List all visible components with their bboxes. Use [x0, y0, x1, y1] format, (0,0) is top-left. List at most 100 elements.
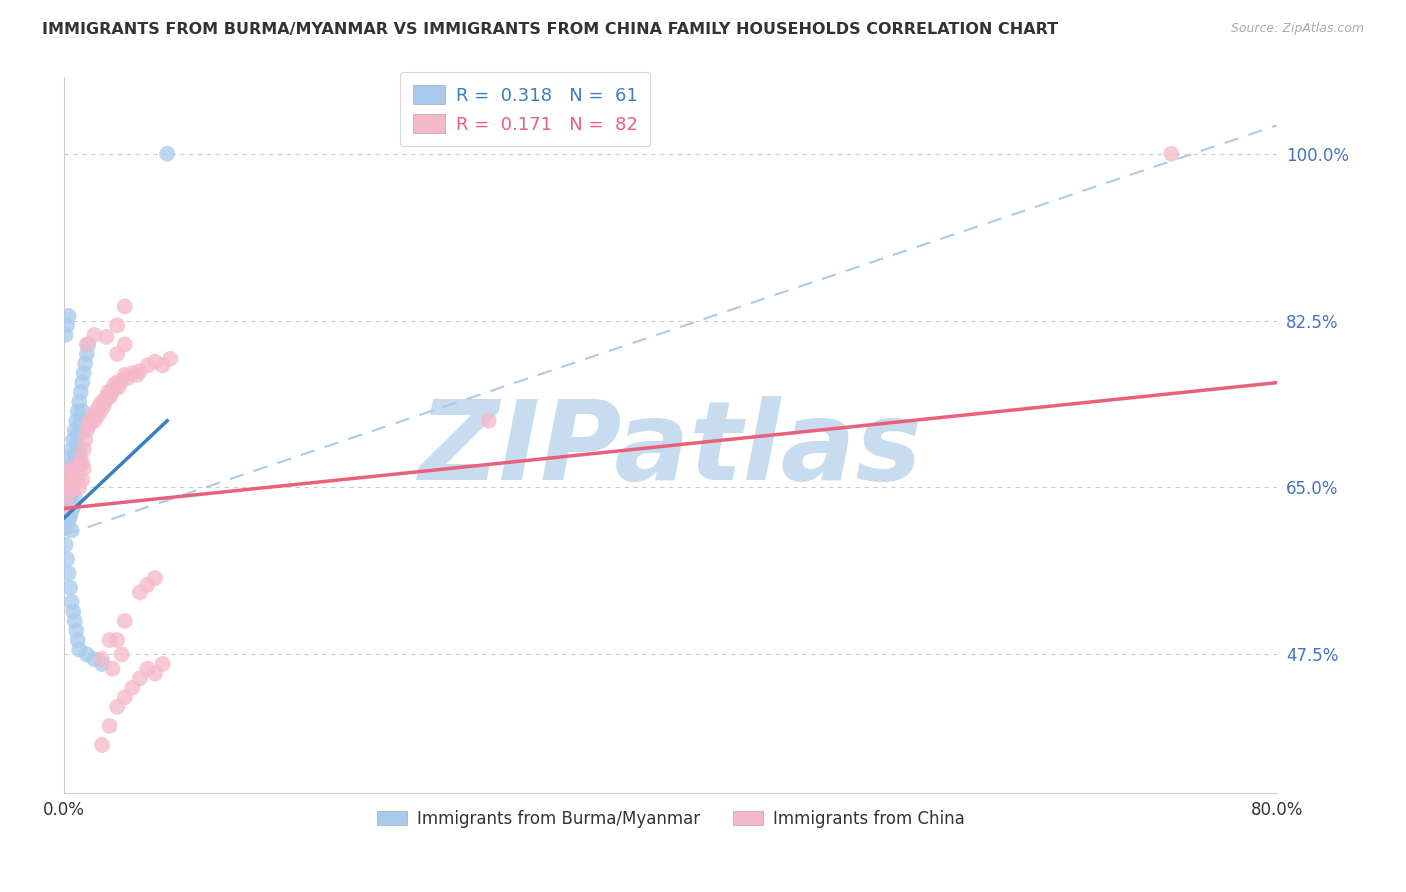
Point — [105, 318, 128, 333]
Point — [69, 414, 91, 428]
Point — [55, 520, 77, 534]
Point — [58, 461, 80, 475]
Point — [91, 394, 114, 409]
Point — [75, 433, 97, 447]
Point — [91, 652, 114, 666]
Point — [128, 585, 150, 599]
Point — [125, 368, 148, 382]
Point — [103, 377, 125, 392]
Point — [107, 380, 129, 394]
Point — [72, 457, 94, 471]
Point — [105, 376, 128, 390]
Point — [63, 614, 86, 628]
Point — [65, 624, 87, 638]
Point — [96, 390, 118, 404]
Point — [143, 666, 166, 681]
Point — [76, 423, 98, 437]
Point — [72, 404, 94, 418]
Point — [62, 500, 84, 514]
Point — [58, 481, 80, 495]
Point — [67, 418, 90, 433]
Point — [59, 490, 82, 504]
Point — [59, 581, 82, 595]
Point — [63, 447, 86, 461]
Point — [75, 357, 97, 371]
Point — [152, 657, 174, 671]
Point — [152, 359, 174, 373]
Point — [58, 514, 80, 528]
Point — [84, 404, 107, 418]
Point — [98, 633, 121, 648]
Point — [114, 368, 136, 382]
Point — [94, 394, 117, 409]
Point — [91, 738, 114, 752]
Point — [91, 871, 114, 886]
Point — [56, 481, 79, 495]
Point — [98, 719, 121, 733]
Point — [56, 552, 79, 566]
Point — [128, 671, 150, 685]
Point — [59, 475, 82, 490]
Point — [65, 414, 87, 428]
Point — [159, 351, 181, 366]
Point — [76, 337, 98, 351]
Point — [111, 374, 134, 388]
Point — [96, 330, 118, 344]
Point — [100, 387, 122, 401]
Point — [76, 648, 98, 662]
Point — [66, 471, 89, 485]
Point — [101, 662, 124, 676]
Point — [77, 418, 100, 433]
Point — [114, 614, 136, 628]
Point — [121, 366, 143, 380]
Point — [60, 485, 83, 500]
Point — [59, 509, 82, 524]
Point — [59, 471, 82, 485]
Point — [65, 461, 87, 475]
Point — [83, 652, 105, 666]
Point — [65, 461, 87, 475]
Point — [62, 481, 84, 495]
Point — [58, 566, 80, 581]
Point — [55, 490, 77, 504]
Point — [60, 442, 83, 457]
Point — [66, 428, 89, 442]
Point — [93, 400, 115, 414]
Point — [60, 483, 83, 497]
Point — [111, 648, 134, 662]
Point — [136, 359, 159, 373]
Point — [104, 380, 127, 394]
Point — [128, 364, 150, 378]
Point — [56, 504, 79, 518]
Point — [63, 473, 86, 487]
Point — [58, 500, 80, 514]
Point — [79, 414, 101, 428]
Point — [97, 385, 120, 400]
Point — [1160, 146, 1182, 161]
Point — [87, 400, 110, 414]
Point — [55, 471, 77, 485]
Point — [67, 642, 90, 657]
Point — [143, 354, 166, 368]
Point — [58, 309, 80, 323]
Point — [60, 504, 83, 518]
Text: ZIPatlas: ZIPatlas — [419, 396, 922, 503]
Point — [62, 605, 84, 619]
Point — [58, 500, 80, 514]
Point — [67, 459, 90, 474]
Point — [121, 681, 143, 695]
Point — [67, 394, 90, 409]
Point — [76, 347, 98, 361]
Point — [91, 657, 114, 671]
Point — [156, 146, 179, 161]
Point — [66, 451, 89, 466]
Text: IMMIGRANTS FROM BURMA/MYANMAR VS IMMIGRANTS FROM CHINA FAMILY HOUSEHOLDS CORRELA: IMMIGRANTS FROM BURMA/MYANMAR VS IMMIGRA… — [42, 22, 1059, 37]
Point — [73, 366, 96, 380]
Point — [66, 633, 89, 648]
Point — [63, 490, 86, 504]
Point — [105, 347, 128, 361]
Point — [55, 538, 77, 552]
Point — [60, 466, 83, 480]
Point — [114, 337, 136, 351]
Point — [80, 416, 103, 430]
